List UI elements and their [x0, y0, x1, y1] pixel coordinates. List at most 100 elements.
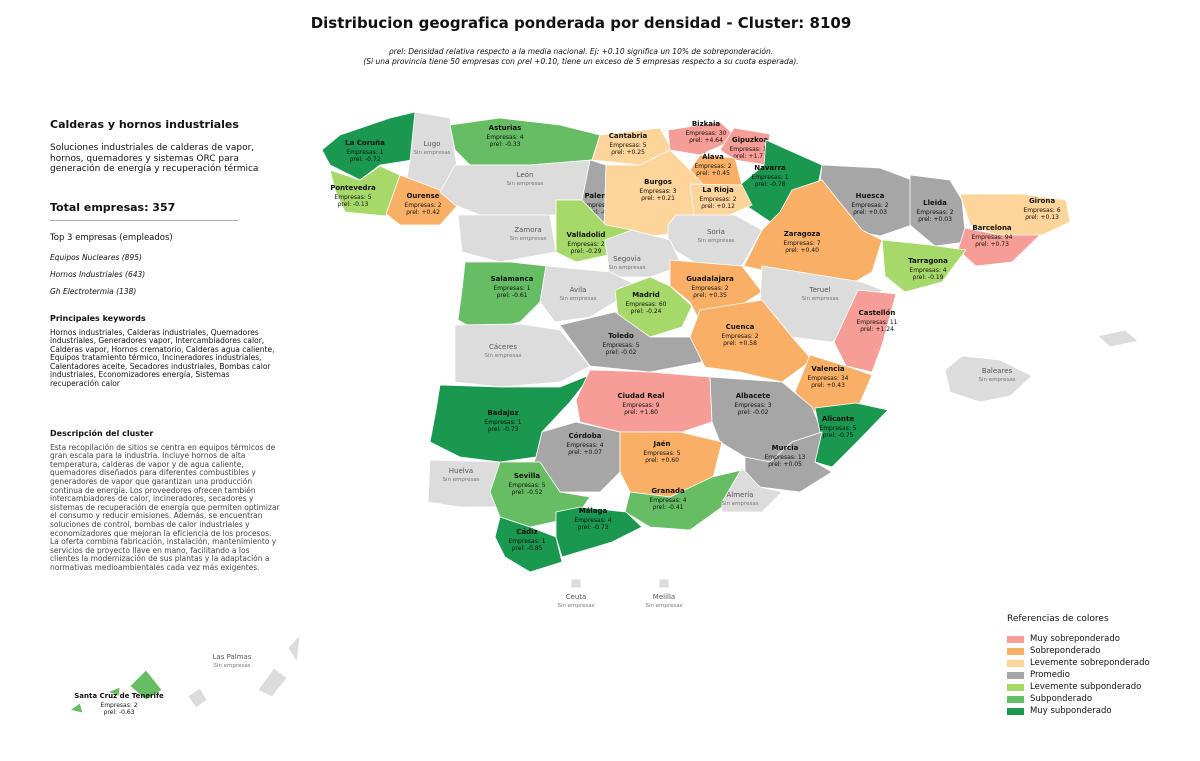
province-rho: ρrel: -0.85: [512, 545, 543, 552]
province-shape: [575, 369, 713, 433]
province-name: Pontevedra: [330, 184, 376, 192]
province: Zamora Sin empresas: [457, 214, 557, 263]
province-name: Cantabria: [609, 132, 648, 140]
province-name: Barcelona: [972, 224, 1012, 232]
province-rho: ρrel: -0.52: [512, 489, 543, 496]
province: Ceuta Sin empresas: [557, 578, 595, 609]
province-rho: ρrel: -0.02: [738, 409, 769, 416]
province-name: Baleares: [982, 367, 1013, 375]
province: Baleares Sin empresas: [944, 329, 1139, 403]
legend-label: Levemente subponderado: [1030, 682, 1142, 692]
province-name: Álava: [702, 152, 724, 161]
province-name: Castellón: [859, 309, 896, 317]
province-shape: [106, 686, 121, 697]
province-rho: ρrel: +0.03: [918, 216, 952, 223]
province-name: Valladolid: [567, 231, 606, 239]
province-shape: [721, 467, 783, 513]
sidebar-title: Calderas y hornos industriales: [50, 118, 239, 131]
province-status: Sin empresas: [559, 296, 596, 302]
province: Las Palmas Sin empresas: [187, 633, 301, 709]
legend-swatch: [1007, 707, 1024, 715]
province-name: Tarragona: [908, 257, 948, 265]
province-name: Albacete: [736, 392, 771, 400]
legend-item: Levemente sobreponderado: [1007, 657, 1150, 669]
province-rho: ρrel: -0.63: [104, 709, 135, 716]
province-rho: ρrel: +0.42: [406, 209, 440, 216]
province-name: Salamanca: [491, 275, 534, 283]
province-shape: [667, 121, 739, 156]
legend-swatch: [1007, 683, 1024, 691]
province-status: Sin empresas: [413, 150, 450, 156]
province-shape: [257, 667, 288, 698]
legend-item: Muy sobreponderado: [1007, 633, 1150, 645]
province-companies: Empresas: 4: [574, 517, 611, 524]
legend-label: Subponderado: [1030, 694, 1093, 704]
province-status: Sin empresas: [608, 265, 645, 271]
province-rho: ρrel: +0.40: [785, 247, 819, 254]
province-name: Navarra: [754, 164, 786, 172]
province-rho: ρrel: -0.13: [338, 201, 369, 208]
province-rho: ρrel: -0.61: [497, 292, 528, 299]
province-companies: Empresas: 2: [851, 202, 888, 209]
province-companies: Empresas: 3: [734, 402, 771, 409]
legend-item: Sobreponderado: [1007, 645, 1150, 657]
province-name: Cádiz: [516, 528, 537, 536]
province-companies: Empresas: 1: [493, 285, 530, 292]
legend-label: Muy subponderado: [1030, 706, 1112, 716]
top-item: Gh Electrotermia (138): [50, 286, 137, 296]
province-rho: ρrel: -0.33: [490, 141, 521, 148]
province-shape: [833, 289, 897, 373]
province-rho: ρrel: -0.19: [913, 274, 944, 281]
province-status: Sin empresas: [484, 353, 521, 359]
province-companies: Empresas: 4: [566, 442, 603, 449]
legend-label: Promedio: [1030, 670, 1070, 680]
province-name: Murcia: [772, 444, 799, 452]
province-name: Soria: [707, 228, 725, 236]
province-name: Valencia: [811, 365, 844, 373]
province-companies: Empresas: 5: [609, 142, 646, 149]
province-companies: Empresas: 2: [404, 202, 441, 209]
province: Almería Sin empresas: [721, 467, 783, 513]
keywords: Hornos industriales, Calderas industrial…: [50, 327, 275, 389]
province-rho: ρrel: +0.12: [701, 203, 735, 210]
province-rho: ρrel: +1.71: [733, 153, 767, 160]
province-companies: Empresas: 5: [334, 194, 371, 201]
keywords-title: Principales keywords: [50, 313, 146, 323]
province-rho: ρrel: -0.73: [578, 524, 609, 531]
legend-rows: Muy sobreponderado Sobreponderado Levement…: [1007, 633, 1150, 717]
province-companies: Empresas: 7: [783, 240, 820, 247]
province-companies: Empresas: 34: [808, 375, 849, 382]
province-name: Las Palmas: [213, 653, 252, 661]
legend-item: Subponderado: [1007, 693, 1150, 705]
province-rho: ρrel: -0.02: [606, 349, 637, 356]
province-name: Zaragoza: [784, 230, 821, 238]
province-name: Bizkaia: [692, 120, 721, 128]
top-item: Hornos Industriales (643): [50, 269, 146, 279]
province-companies: Empresas: 2: [721, 333, 758, 340]
province-name: Melilla: [653, 593, 675, 601]
province-companies: Empresas: 5: [508, 482, 545, 489]
province-rho: ρrel: +0.58: [723, 340, 757, 347]
province-name: Alicante: [822, 415, 854, 423]
province-shape: [658, 578, 670, 589]
province-status: Sin empresas: [978, 377, 1015, 383]
province-rho: ρrel: +1.80: [624, 409, 658, 416]
province-name: Lleida: [923, 199, 947, 207]
province-shape: [457, 261, 547, 333]
province-shape: [719, 127, 771, 166]
province-companies: Empresas: 13: [730, 146, 771, 153]
